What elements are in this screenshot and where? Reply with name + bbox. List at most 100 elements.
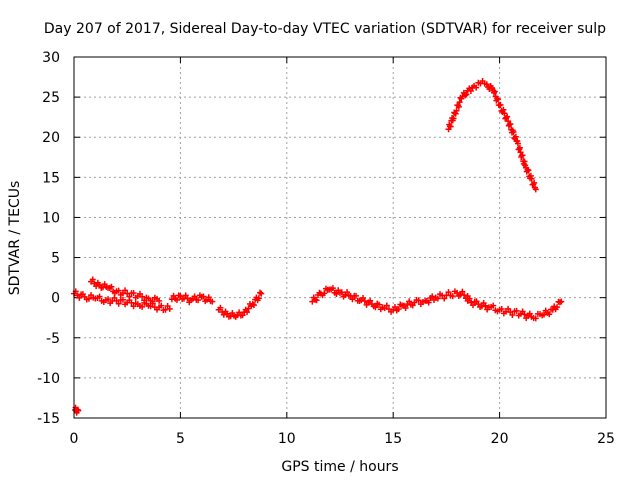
data-point-trace (556, 299, 563, 306)
data-point-trace (456, 99, 463, 106)
data-point-trace (191, 293, 198, 300)
data-point-trace (527, 172, 534, 179)
data-point-trace (329, 285, 336, 292)
data-point-trace (452, 110, 459, 117)
data-point-trace (184, 295, 191, 302)
data-points (71, 78, 565, 416)
data-point (258, 290, 265, 297)
data-point-trace (451, 288, 458, 295)
y-tick-label: -5 (46, 331, 60, 347)
data-point-trace (507, 120, 514, 127)
data-point-trace (352, 292, 359, 299)
data-point-trace (103, 283, 110, 290)
data-point-trace (532, 315, 539, 322)
data-point-trace (139, 303, 146, 310)
data-point-trace (132, 300, 139, 307)
data-point-trace (173, 296, 180, 303)
data-point-trace (244, 309, 251, 316)
y-axis-label: SDTVAR / TECUs (7, 181, 23, 296)
data-point-trace (76, 294, 83, 301)
y-tick-label: 30 (42, 50, 60, 66)
data-point-trace (459, 288, 466, 295)
data-point-trace (449, 293, 456, 300)
data-point-trace (207, 298, 214, 305)
data-point-trace (510, 129, 517, 136)
data-point-trace (540, 311, 547, 318)
data-point-trace (491, 88, 498, 95)
data-point-trace (321, 290, 328, 297)
data-point-trace (335, 287, 342, 294)
x-tick-label: 25 (597, 431, 615, 447)
data-point-trace (514, 140, 521, 147)
data-point-trace (402, 304, 409, 311)
data-point-trace (415, 297, 422, 304)
data-point-trace (501, 110, 508, 117)
data-point-trace (531, 184, 538, 191)
data-point-trace (500, 106, 507, 113)
data-point-trace (143, 294, 150, 301)
data-point-trace (546, 311, 553, 318)
data-point-trace (236, 309, 243, 316)
data-point-trace (111, 289, 118, 296)
data-point-trace (376, 301, 383, 308)
data-point-trace (525, 167, 532, 174)
data-point-trace (484, 306, 491, 313)
data-point-trace (105, 296, 112, 303)
data-point-trace (519, 152, 526, 159)
data-point-trace (164, 303, 171, 310)
data-point-trace (425, 299, 432, 306)
data-point-trace (497, 101, 504, 108)
data-point-trace (509, 311, 516, 318)
data-point-trace (195, 297, 202, 304)
data-point-trace (220, 311, 227, 318)
data-point-trace (430, 297, 437, 304)
data-point-trace (470, 302, 476, 309)
x-tick-label: 20 (491, 431, 509, 447)
data-point-trace (153, 306, 160, 313)
data-point-trace (149, 298, 156, 305)
data-point-trace (482, 302, 489, 309)
data-point-trace (130, 289, 137, 296)
x-tick-label: 0 (70, 431, 79, 447)
data-point-trace (175, 292, 182, 299)
data-point-trace (126, 293, 133, 300)
data-point-trace (205, 294, 212, 301)
x-axis-label: GPS time / hours (281, 459, 398, 475)
y-tick-label: 20 (42, 130, 60, 146)
data-point-trace (96, 293, 103, 300)
data-point-trace (89, 276, 96, 283)
data-point-trace (455, 103, 462, 110)
data-point-trace (115, 287, 122, 294)
data-point-trace (399, 302, 406, 309)
data-point-trace (395, 306, 402, 313)
data-point-trace (406, 298, 413, 305)
y-tick-label: 10 (42, 210, 60, 226)
data-point-trace (503, 114, 510, 121)
data-point-trace (429, 293, 436, 300)
data-point-trace (490, 302, 497, 309)
data-point-trace (196, 292, 203, 299)
data-point-trace (313, 297, 320, 304)
data-point-trace (119, 296, 126, 303)
data-point-trace (481, 80, 488, 87)
data-point-trace (222, 308, 229, 315)
data-point-trace (367, 297, 374, 304)
data-point-trace (108, 283, 115, 290)
data-point-trace (521, 311, 528, 318)
data-point-trace (85, 295, 92, 302)
data-point-trace (239, 312, 246, 319)
data-point-trace (531, 179, 538, 186)
data-point-trace (255, 295, 262, 302)
data-point-trace (513, 307, 520, 314)
axis-ticks: 0 5 10 15 20 25 -15 -10 -5 0 5 10 15 20 25 30 (37, 50, 615, 447)
data-point-trace (250, 302, 257, 309)
data-point-trace (521, 158, 528, 165)
data-point-trace (186, 299, 193, 306)
data-point-trace (245, 305, 252, 312)
data-point-trace (158, 302, 165, 309)
data-point-trace (361, 298, 368, 305)
data-point-trace (122, 287, 129, 294)
data-point-trace (434, 295, 441, 302)
data-point-trace (391, 303, 398, 310)
